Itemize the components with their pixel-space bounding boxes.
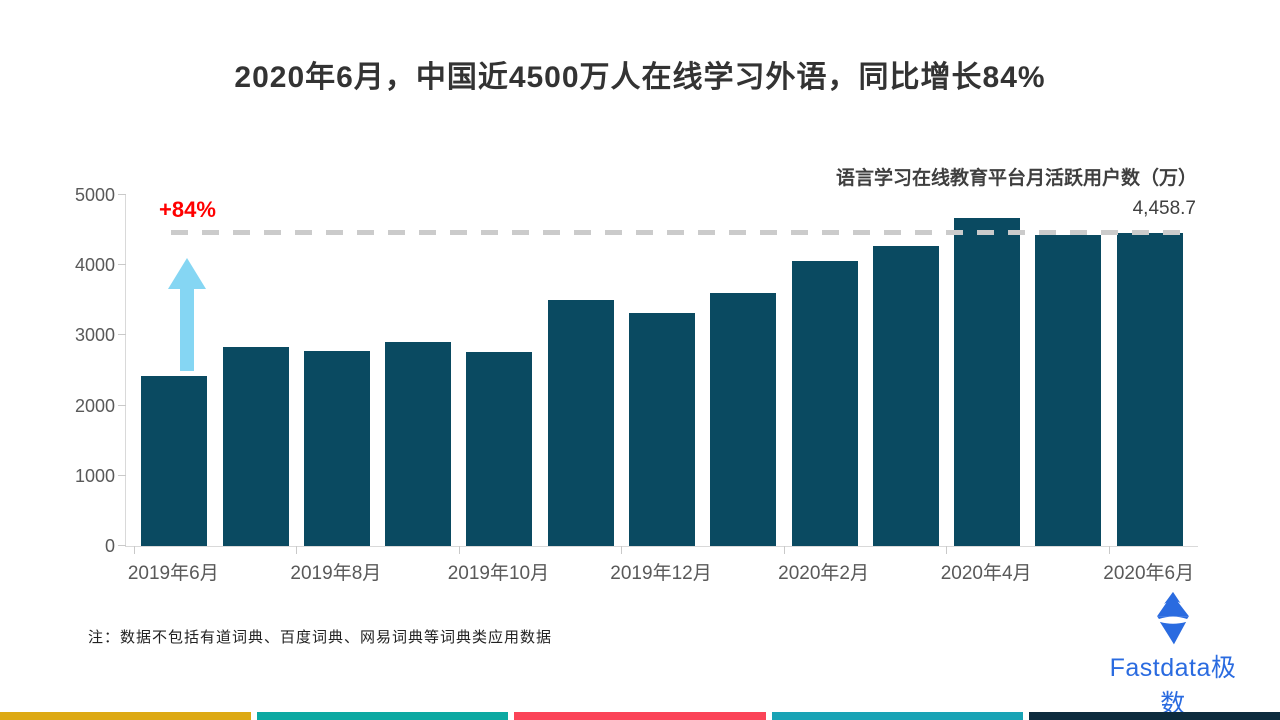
bar (791, 261, 858, 546)
bar (141, 375, 208, 546)
x-tick-label: 2019年10月 (447, 563, 550, 584)
y-tick-label: 0 (104, 536, 115, 556)
bar (954, 218, 1021, 546)
y-tick-mark (118, 474, 126, 476)
bar (1116, 233, 1183, 546)
y-tick-mark (118, 194, 126, 195)
chart-legend: 语言学习在线教育平台月活跃用户数（万） (835, 168, 1197, 189)
y-axis-labels: 0 1000 2000 3000 4000 5000 (60, 186, 115, 555)
x-tick-label: 2019年12月 (610, 563, 712, 584)
up-arrow-shape (168, 257, 206, 371)
bar (222, 347, 289, 546)
y-tick-label: 5000 (74, 185, 115, 205)
x-tick-label: 2020年4月 (940, 563, 1032, 584)
footer-stripe (771, 712, 1023, 720)
x-tick-label: 2020年6月 (1103, 563, 1195, 584)
bar (547, 300, 614, 546)
iceberg-icon (1157, 591, 1189, 645)
x-tick-label: 2019年8月 (290, 563, 382, 584)
footer-stripe (514, 712, 766, 720)
bar (1035, 235, 1102, 546)
y-tick-mark (118, 334, 126, 336)
y-tick-label: 4000 (74, 255, 115, 276)
x-tick-mark (946, 546, 948, 554)
x-tick-mark (296, 546, 298, 554)
page-title: 2020年6月，中国近4500万人在线学习外语，同比增长84% (234, 61, 1046, 94)
y-tick-label: 1000 (74, 465, 115, 486)
footer-stripe (1028, 712, 1280, 720)
y-tick-mark (118, 264, 126, 266)
y-tick-mark (118, 545, 126, 546)
up-arrow-icon (168, 257, 206, 371)
x-tick-mark (621, 546, 623, 554)
x-tick-label: 2019年6月 (127, 563, 219, 584)
x-tick-mark (1109, 546, 1111, 554)
y-tick-mark (118, 404, 126, 406)
logo-text: Fastdata极数 (1109, 654, 1237, 718)
bar (710, 293, 777, 546)
growth-annotation: +84% (159, 197, 216, 222)
bar (466, 351, 533, 546)
x-tick-label: 2020年2月 (778, 563, 869, 584)
peak-value-label: 4,458.7 (1132, 198, 1196, 219)
plot-area: +84% 4,458.7 (118, 194, 1198, 554)
bars-container (126, 195, 1198, 546)
fastdata-logo: Fastdata极数 (1098, 590, 1248, 720)
bar (872, 245, 939, 546)
x-tick-mark (133, 546, 135, 554)
y-tick-label: 2000 (74, 395, 115, 416)
x-tick-mark (458, 546, 460, 554)
footer-stripe (0, 712, 252, 720)
footnote: 注：数据不包括有道词典、百度词典、网易词典等词典类应用数据 (88, 630, 553, 646)
x-tick-mark (783, 546, 785, 554)
reference-dash-line (171, 230, 1192, 235)
footer-stripes (0, 712, 1280, 720)
y-tick-label: 3000 (74, 325, 115, 346)
bar (628, 312, 695, 546)
x-axis-labels: 2019年6月 2019年8月 2019年10月 2019年12月 2020年2月 202… (125, 558, 1197, 584)
bar (303, 350, 370, 546)
footer-stripe (257, 712, 509, 720)
bar (385, 342, 452, 546)
